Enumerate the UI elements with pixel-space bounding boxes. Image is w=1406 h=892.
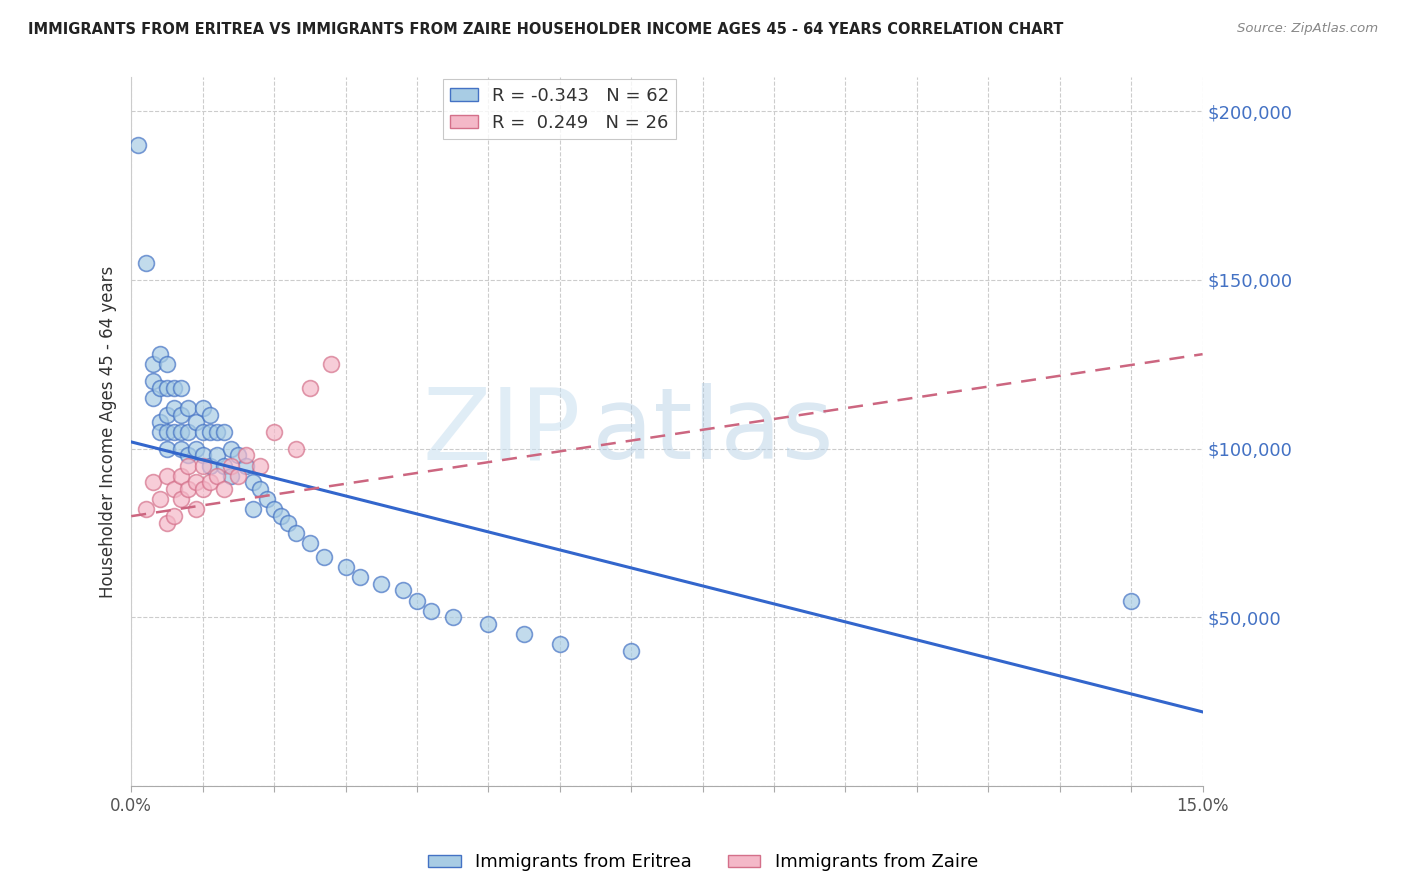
Point xyxy=(163,425,186,439)
Point xyxy=(321,357,343,371)
Point xyxy=(477,617,499,632)
Point xyxy=(235,458,257,473)
Legend: Immigrants from Eritrea, Immigrants from Zaire: Immigrants from Eritrea, Immigrants from… xyxy=(420,847,986,879)
Point xyxy=(170,408,193,422)
Point xyxy=(184,475,207,490)
Text: ZIP: ZIP xyxy=(423,384,581,480)
Point xyxy=(142,374,165,388)
Point xyxy=(212,482,235,496)
Point xyxy=(156,425,179,439)
Point xyxy=(156,516,179,530)
Point xyxy=(177,482,200,496)
Point xyxy=(135,502,157,516)
Point xyxy=(170,381,193,395)
Point xyxy=(235,449,257,463)
Point xyxy=(284,442,307,456)
Point xyxy=(156,468,179,483)
Point xyxy=(149,347,172,361)
Point xyxy=(263,502,285,516)
Point xyxy=(170,492,193,507)
Point xyxy=(170,442,193,456)
Point xyxy=(249,458,271,473)
Point xyxy=(184,415,207,429)
Point xyxy=(256,492,278,507)
Point xyxy=(191,482,214,496)
Point xyxy=(228,468,250,483)
Point xyxy=(156,408,179,422)
Point xyxy=(620,644,643,658)
Point xyxy=(191,425,214,439)
Point xyxy=(184,442,207,456)
Point xyxy=(1121,593,1143,607)
Point xyxy=(349,570,371,584)
Point xyxy=(284,526,307,541)
Point xyxy=(242,475,264,490)
Point xyxy=(191,401,214,416)
Point xyxy=(135,256,157,270)
Point xyxy=(198,408,221,422)
Point xyxy=(170,425,193,439)
Text: atlas: atlas xyxy=(592,384,834,480)
Text: IMMIGRANTS FROM ERITREA VS IMMIGRANTS FROM ZAIRE HOUSEHOLDER INCOME AGES 45 - 64: IMMIGRANTS FROM ERITREA VS IMMIGRANTS FR… xyxy=(28,22,1063,37)
Point xyxy=(163,381,186,395)
Point xyxy=(177,458,200,473)
Point xyxy=(212,458,235,473)
Point xyxy=(298,536,321,550)
Point xyxy=(205,425,228,439)
Point xyxy=(149,415,172,429)
Point xyxy=(177,449,200,463)
Point xyxy=(177,401,200,416)
Point xyxy=(391,583,413,598)
Point xyxy=(198,458,221,473)
Point xyxy=(198,475,221,490)
Point xyxy=(441,610,464,624)
Point xyxy=(156,442,179,456)
Point xyxy=(156,381,179,395)
Point xyxy=(163,401,186,416)
Point xyxy=(219,442,242,456)
Point xyxy=(163,509,186,524)
Legend: R = -0.343   N = 62, R =  0.249   N = 26: R = -0.343 N = 62, R = 0.249 N = 26 xyxy=(443,79,676,139)
Point xyxy=(142,357,165,371)
Point xyxy=(142,475,165,490)
Point xyxy=(205,468,228,483)
Point xyxy=(184,502,207,516)
Point xyxy=(249,482,271,496)
Point xyxy=(219,458,242,473)
Point xyxy=(149,381,172,395)
Point xyxy=(212,425,235,439)
Point xyxy=(314,549,336,564)
Point xyxy=(149,425,172,439)
Point xyxy=(156,357,179,371)
Point xyxy=(298,381,321,395)
Point xyxy=(177,425,200,439)
Point xyxy=(127,137,149,152)
Point xyxy=(406,593,429,607)
Point xyxy=(277,516,299,530)
Point xyxy=(370,576,392,591)
Point xyxy=(170,468,193,483)
Point xyxy=(228,449,250,463)
Point xyxy=(270,509,292,524)
Point xyxy=(242,502,264,516)
Point xyxy=(548,637,571,651)
Point xyxy=(191,449,214,463)
Point xyxy=(205,449,228,463)
Point xyxy=(198,425,221,439)
Point xyxy=(142,391,165,405)
Y-axis label: Householder Income Ages 45 - 64 years: Householder Income Ages 45 - 64 years xyxy=(100,266,117,598)
Point xyxy=(149,492,172,507)
Point xyxy=(219,468,242,483)
Point xyxy=(420,604,443,618)
Text: Source: ZipAtlas.com: Source: ZipAtlas.com xyxy=(1237,22,1378,36)
Point xyxy=(513,627,536,641)
Point xyxy=(163,482,186,496)
Point xyxy=(263,425,285,439)
Point xyxy=(335,559,357,574)
Point xyxy=(191,458,214,473)
